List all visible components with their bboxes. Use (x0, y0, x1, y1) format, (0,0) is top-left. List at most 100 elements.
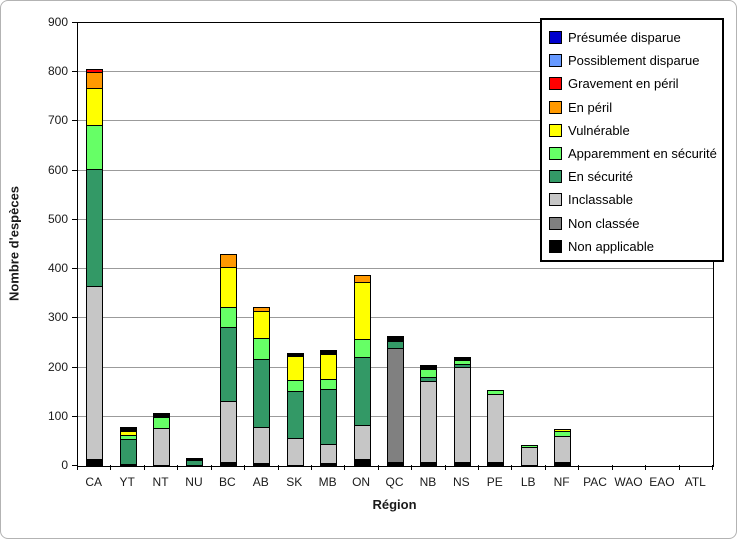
x-label-BC: BC (219, 475, 236, 489)
legend-item-3: En péril (549, 96, 722, 119)
bar-YT (120, 427, 137, 466)
y-tick-label-200: 200 (47, 359, 68, 374)
gridline-700 (78, 120, 713, 121)
x-label-CA: CA (85, 475, 103, 489)
y-tick-900 (72, 22, 77, 23)
y-tick-300 (72, 317, 77, 318)
segment-NS-inclassable (454, 367, 471, 463)
segment-CA-non-applicable (86, 459, 103, 466)
segment-NF-vulnérable (554, 429, 571, 432)
y-tick-label-800: 800 (47, 64, 68, 79)
x-tick-0 (77, 465, 78, 470)
segment-BC-vulnérable (220, 267, 237, 308)
legend-item-9: Non applicable (549, 235, 722, 258)
y-tick-600 (72, 170, 77, 171)
segment-QC-non-classée (387, 348, 404, 463)
segment-CA-en-péril (86, 72, 103, 89)
x-tick-10 (411, 465, 412, 470)
bar-BC (220, 254, 237, 466)
x-tick-11 (445, 465, 446, 470)
x-tick-4 (211, 465, 212, 470)
legend-item-6: En sécurité (549, 165, 722, 188)
bar-AB (253, 307, 270, 466)
segment-SK-vulnérable (287, 356, 304, 381)
legend-swatch-icon (549, 170, 562, 184)
x-tick-12 (478, 465, 479, 470)
x-tick-19 (712, 465, 713, 470)
legend-item-0: Présumée disparue (549, 26, 722, 49)
legend-label: Vulnérable (568, 122, 630, 138)
x-label-ON: ON (352, 475, 371, 489)
x-tick-1 (110, 465, 111, 470)
legend-swatch-icon (549, 193, 562, 207)
legend-swatch-icon (549, 216, 562, 230)
y-tick-label-500: 500 (47, 211, 68, 226)
x-tick-9 (378, 465, 379, 470)
x-label-PAC: PAC (583, 475, 607, 489)
segment-SK-apparemment-en-sécurité (287, 380, 304, 392)
x-label-EAO: EAO (649, 475, 675, 489)
legend-item-4: Vulnérable (549, 119, 722, 142)
bar-NT (153, 413, 170, 466)
segment-CA-en-sécurité (86, 169, 103, 287)
legend-swatch-icon (549, 239, 562, 253)
x-tick-2 (144, 465, 145, 470)
x-label-NU: NU (185, 475, 203, 489)
segment-MB-vulnérable (320, 354, 337, 380)
x-tick-15 (578, 465, 579, 470)
bar-NF (554, 429, 571, 466)
legend-label: En péril (568, 99, 613, 115)
x-label-MB: MB (318, 475, 337, 489)
legend-label: Inclassable (568, 192, 634, 208)
segment-ON-inclassable (354, 425, 371, 460)
legend-swatch-icon (549, 31, 562, 45)
y-tick-label-400: 400 (47, 261, 68, 276)
legend-label: Apparemment en sécurité (568, 146, 717, 162)
legend-item-8: Non classée (549, 212, 722, 235)
segment-SK-inclassable (287, 438, 304, 466)
bar-SK (287, 353, 304, 466)
x-tick-3 (177, 465, 178, 470)
segment-AB-inclassable (253, 427, 270, 464)
segment-BC-inclassable (220, 401, 237, 463)
segment-NB-inclassable (420, 381, 437, 463)
x-tick-5 (244, 465, 245, 470)
bar-NS (454, 357, 471, 466)
segment-NU-non-applicable (186, 458, 203, 461)
x-axis-title: Région (372, 497, 417, 512)
bar-ON (354, 275, 371, 466)
legend-label: En sécurité (568, 169, 634, 185)
y-tick-label-600: 600 (47, 162, 68, 177)
segment-QC-non-applicable (387, 336, 404, 342)
y-tick-200 (72, 367, 77, 368)
segment-LB-inclassable (521, 447, 538, 466)
legend-item-7: Inclassable (549, 188, 722, 211)
x-label-PE: PE (486, 475, 503, 489)
segment-MB-apparemment-en-sécurité (320, 379, 337, 390)
segment-BC-en-sécurité (220, 327, 237, 402)
y-tick-100 (72, 416, 77, 417)
bar-QC (387, 336, 404, 466)
bar-PE (487, 390, 504, 466)
gridline-300 (78, 317, 713, 318)
x-tick-18 (679, 465, 680, 470)
gridline-500 (78, 219, 713, 220)
segment-BC-apparemment-en-sécurité (220, 307, 237, 328)
segment-ON-en-péril (354, 275, 371, 283)
segment-AB-vulnérable (253, 311, 270, 339)
y-tick-500 (72, 219, 77, 220)
segment-LB-apparemment-en-sécurité (521, 445, 538, 448)
segment-ON-vulnérable (354, 282, 371, 340)
segment-YT-en-sécurité (120, 439, 137, 465)
gridline-400 (78, 268, 713, 269)
segment-YT-non-applicable (120, 427, 137, 432)
segment-PE-apparemment-en-sécurité (487, 390, 504, 395)
x-label-NF: NF (553, 475, 570, 489)
legend-swatch-icon (549, 77, 562, 91)
segment-AB-apparemment-en-sécurité (253, 338, 270, 360)
bar-LB (521, 445, 538, 466)
x-tick-6 (278, 465, 279, 470)
segment-NT-apparemment-en-sécurité (153, 417, 170, 429)
x-label-QC: QC (385, 475, 404, 489)
